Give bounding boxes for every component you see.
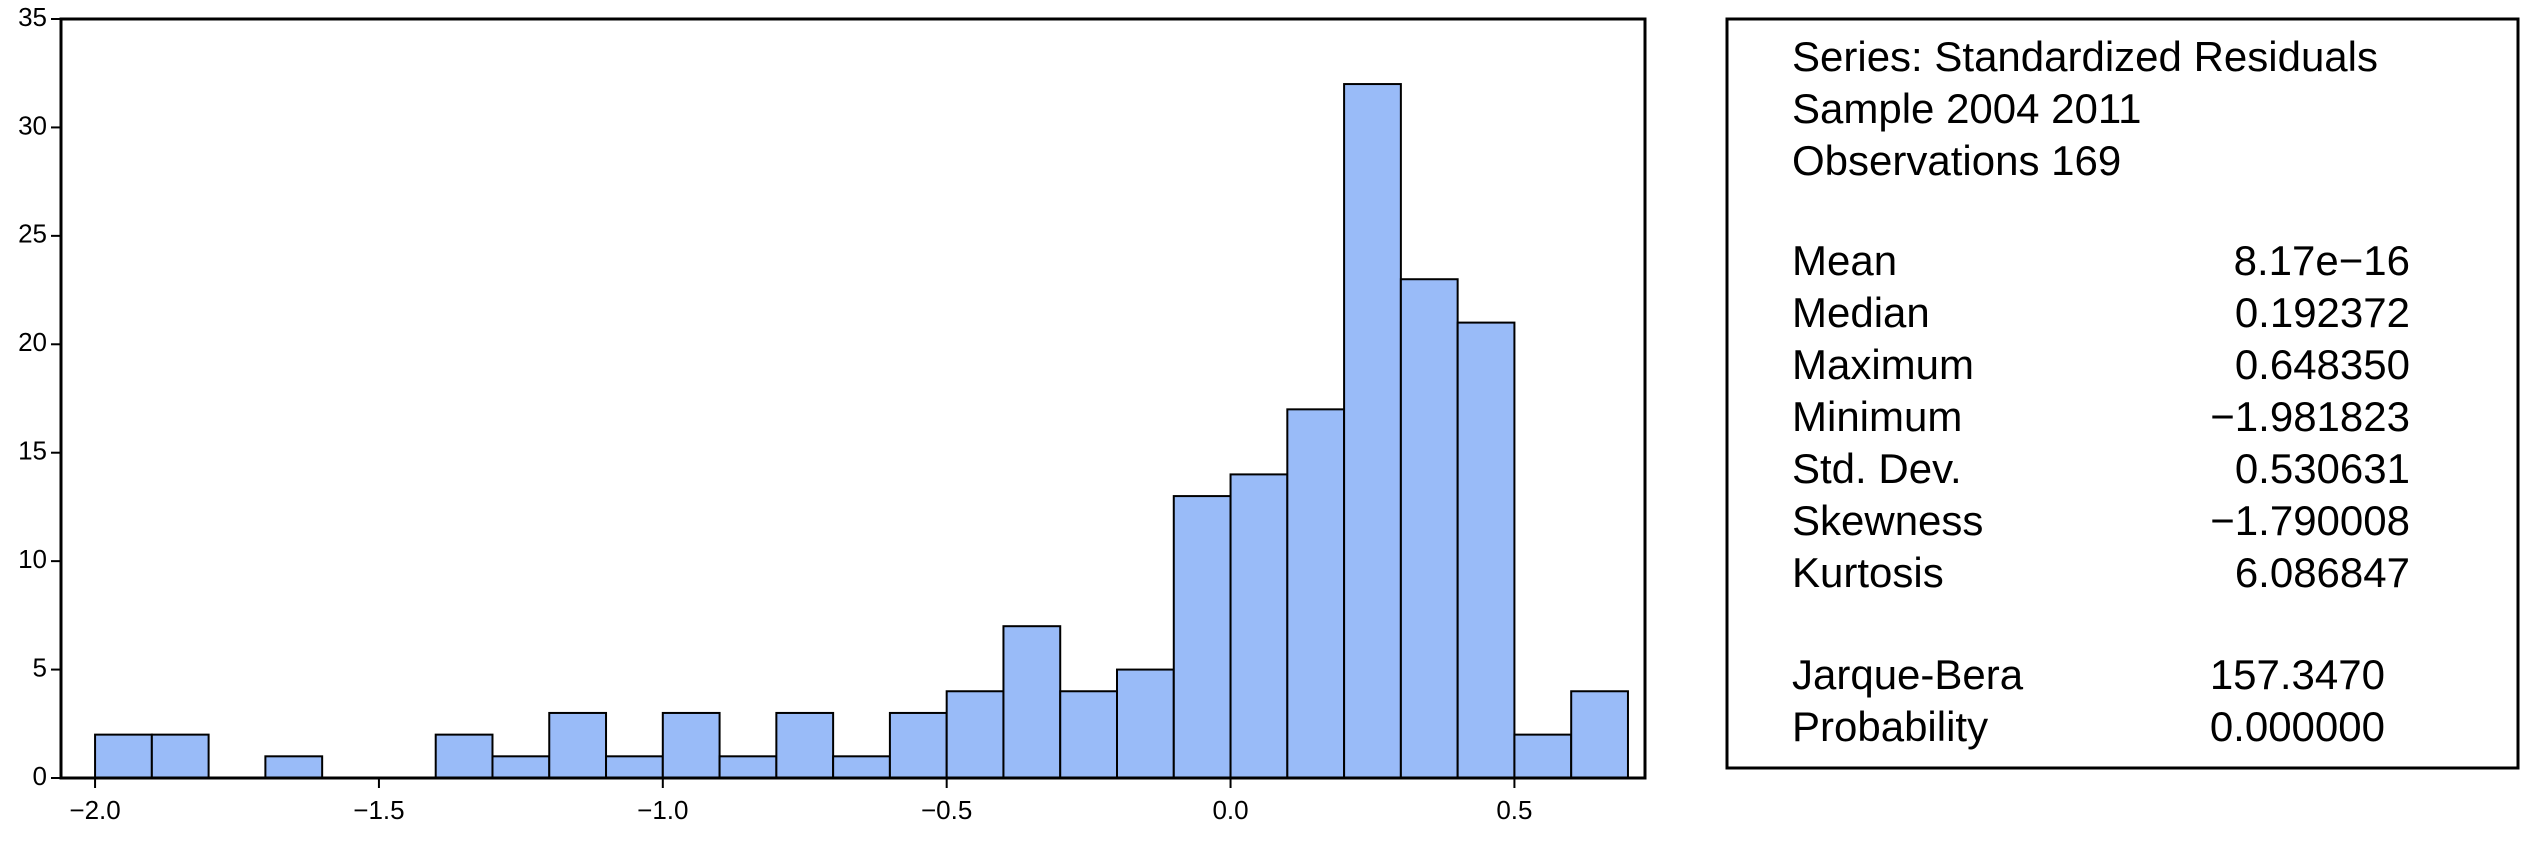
x-tick-label: −1.0 [637,795,688,825]
bar [491,755,551,779]
bar [94,733,153,780]
bar [1002,625,1062,780]
y-tick-label: 10 [18,544,47,574]
stats-header: Observations 169 [1792,137,2121,184]
y-tick-label: 5 [33,652,47,682]
bar [832,755,891,779]
y-tick-label: 30 [18,110,47,140]
stat-value: 8.17e−16 [2234,237,2410,284]
bar [1456,321,1516,779]
stat-label: Kurtosis [1792,549,1944,596]
bar [264,755,324,779]
stat-label: Median [1792,289,1930,336]
stat-label: Skewness [1792,497,1983,544]
stat-value: −1.981823 [2210,393,2410,440]
bar [1286,408,1346,779]
y-tick-label: 0 [33,761,47,791]
stat-value: 6.086847 [2235,549,2410,596]
x-tick-label: −2.0 [69,795,120,825]
y-tick-label: 35 [18,2,47,32]
y-tick-label: 20 [18,327,47,357]
y-tick-label: 25 [18,219,47,249]
bar [661,711,721,780]
stat-value: 0.648350 [2235,341,2410,388]
plot-frame [59,17,1647,780]
stat-label: Jarque-Bera [1792,651,2024,698]
stats-header: Series: Standardized Residuals [1792,33,2378,80]
stat-label: Minimum [1792,393,1962,440]
x-tick-label: −0.5 [921,795,972,825]
x-tick-label: 0.5 [1496,795,1532,825]
bar [434,733,494,780]
bar [1116,668,1175,779]
bar [1059,690,1119,779]
stat-label: Std. Dev. [1792,445,1962,492]
bar [1570,690,1629,779]
stat-label: Probability [1792,703,1988,750]
stat-value: 157.3470 [2210,651,2385,698]
bar [1172,495,1232,779]
y-tick-label: 15 [18,436,47,466]
bar [1513,733,1573,780]
stat-label: Mean [1792,237,1897,284]
bar [1343,83,1402,780]
stat-value: 0.192372 [2235,289,2410,336]
x-tick-label: 0.0 [1212,795,1248,825]
bar [718,755,778,779]
stats-header: Sample 2004 2011 [1792,85,2142,132]
stat-value: 0.530631 [2235,445,2410,492]
bar [775,711,835,780]
stat-label: Maximum [1792,341,1974,388]
bar [150,733,210,780]
bar [548,711,608,780]
stats-box [1725,17,2520,770]
stat-value: 0.000000 [2210,703,2385,750]
stat-value: −1.790008 [2210,497,2410,544]
bar [945,690,1005,779]
bar [605,755,664,779]
bar [888,711,948,780]
bar [1399,278,1459,779]
x-tick-label: −1.5 [353,795,404,825]
bar [1229,473,1289,779]
